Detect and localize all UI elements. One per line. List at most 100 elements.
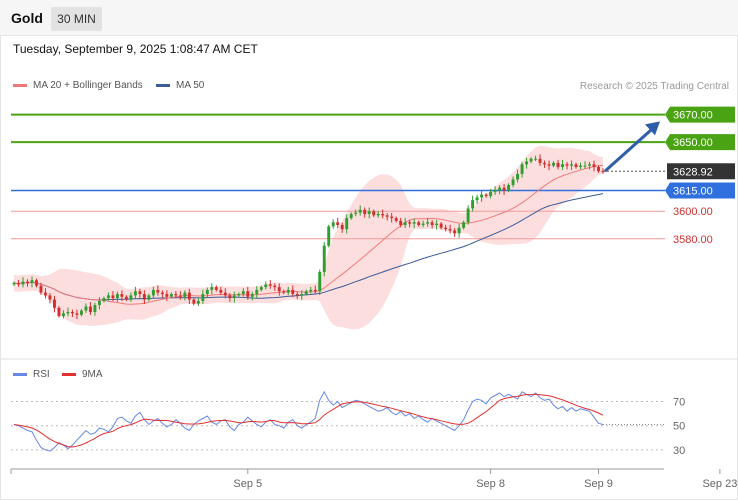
candle-body — [372, 211, 376, 216]
candle-body — [444, 227, 448, 230]
candle-body — [295, 294, 299, 296]
candle-body — [390, 216, 394, 219]
candle — [453, 228, 457, 238]
resistance-level-label: 3650.00 — [673, 137, 713, 149]
candle — [219, 286, 223, 295]
candle — [435, 219, 439, 230]
candle-body — [354, 212, 358, 214]
candle — [286, 286, 290, 295]
candle — [430, 219, 434, 229]
candle — [160, 290, 164, 298]
candle — [574, 162, 578, 169]
candle-body — [300, 294, 304, 296]
bollinger-band — [14, 145, 603, 330]
rsi-ma-line — [13, 393, 604, 448]
forecast-arrow — [603, 121, 660, 173]
ma20-line — [13, 164, 604, 305]
candle — [192, 297, 196, 306]
candle-body — [39, 285, 43, 293]
candle — [561, 159, 564, 171]
candle — [255, 286, 259, 299]
candle-body — [345, 218, 349, 230]
candle — [84, 303, 88, 313]
candle — [273, 283, 277, 291]
pivot-level-tag — [665, 182, 735, 199]
rsi-tick-label: 30 — [673, 445, 685, 457]
candle — [529, 157, 533, 164]
candle-body — [318, 271, 322, 292]
candle-body — [462, 222, 466, 228]
candle — [291, 285, 295, 298]
candle-body — [304, 291, 308, 295]
candle-body — [367, 211, 371, 214]
forecast-arrow-head — [645, 121, 660, 136]
ma20-swatch — [13, 84, 27, 87]
x-axis: Sep 5 Sep 8 Sep 9 Sep 23 — [10, 468, 737, 490]
rsi-line — [13, 390, 604, 452]
candle-body — [273, 285, 277, 288]
resistance-level-tag — [665, 134, 735, 151]
candle-body — [106, 295, 110, 299]
candle — [457, 224, 461, 238]
candle — [138, 288, 142, 298]
candle — [498, 185, 502, 195]
candle — [201, 289, 205, 304]
candle — [178, 290, 182, 300]
candle-body — [214, 287, 218, 290]
candle-body — [543, 162, 547, 165]
current-price-label: 3628.92 — [673, 166, 713, 178]
candle — [214, 285, 218, 292]
candle — [322, 241, 326, 277]
resistance-level-tag — [665, 106, 735, 123]
forecast-arrow-shaft — [603, 126, 656, 173]
candle-body — [525, 161, 529, 165]
candle-body — [439, 223, 443, 228]
candle — [174, 290, 178, 298]
candle — [151, 286, 155, 298]
candle-body — [259, 287, 263, 290]
candle-body — [12, 282, 16, 285]
candle — [183, 290, 187, 301]
candle — [309, 286, 313, 294]
candle-body — [570, 164, 573, 166]
rsi-legend-label: RSI — [33, 369, 50, 380]
candle-body — [174, 294, 178, 296]
candle-body — [268, 284, 272, 286]
resistance-level-label: 3670.00 — [673, 110, 713, 122]
candle-body — [579, 165, 582, 168]
candle — [66, 307, 70, 317]
candle-body — [435, 223, 439, 225]
candle-body — [534, 158, 538, 160]
candle — [232, 291, 236, 303]
candle — [70, 309, 74, 318]
candle — [187, 288, 191, 304]
candle-body — [291, 289, 295, 295]
candle-body — [232, 295, 236, 299]
candle-body — [210, 287, 214, 290]
candle — [579, 162, 582, 170]
candle-body — [394, 218, 398, 221]
candle — [205, 287, 209, 298]
candle — [547, 160, 551, 171]
candle — [327, 224, 331, 248]
candle — [295, 291, 299, 300]
candle-body — [448, 229, 452, 231]
level-labels: 3670.00 3650.00 3628.92 3615.00 3600.00 3580.… — [665, 106, 735, 246]
timeframe-button[interactable]: 30 MIN — [51, 7, 102, 31]
candle-body — [21, 281, 25, 285]
candle — [376, 210, 380, 218]
candle-body — [223, 292, 227, 296]
candle-body — [309, 289, 313, 292]
candle — [345, 214, 349, 234]
candle — [106, 292, 110, 301]
candle-body — [466, 208, 470, 223]
candle — [516, 169, 520, 183]
candle — [439, 221, 443, 230]
candle — [88, 302, 92, 316]
candle — [300, 290, 304, 300]
candle-body — [124, 296, 128, 300]
candle-body — [111, 295, 115, 299]
candle-body — [583, 165, 587, 167]
candle — [282, 289, 286, 295]
